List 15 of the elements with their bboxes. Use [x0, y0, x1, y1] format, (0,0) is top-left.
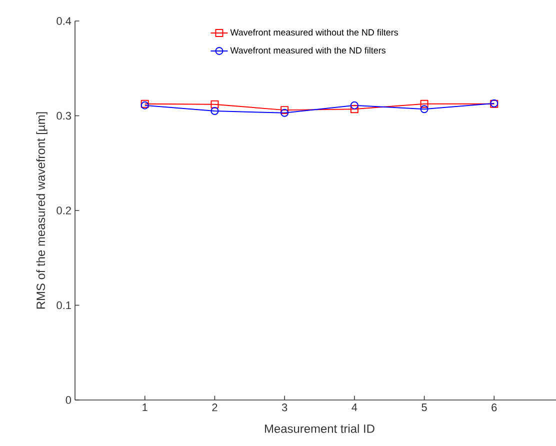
x-tick-label: 5 — [422, 404, 427, 412]
x-tick-label: 6 — [492, 404, 497, 412]
y-axis-title: RMS of the measured wavefront [µm] — [36, 112, 48, 309]
y-tick-label: 0.1 — [56, 301, 71, 310]
x-tick-label: 1 — [142, 404, 148, 412]
x-tick-label: 4 — [352, 404, 358, 412]
legend-label: Wavefront measured without the ND filters — [230, 28, 398, 36]
x-tick-label: 2 — [212, 404, 218, 412]
y-tick-label: 0.2 — [56, 206, 71, 214]
y-tick-label: 0 — [66, 396, 72, 404]
y-tick-label: 0.4 — [56, 17, 72, 25]
legend-label: Wavefront measured with the ND filters — [230, 46, 386, 54]
x-axis-title: Measurement trial ID — [265, 424, 374, 433]
x-tick-label: 3 — [282, 404, 288, 412]
y-tick-label: 0.3 — [56, 112, 71, 120]
